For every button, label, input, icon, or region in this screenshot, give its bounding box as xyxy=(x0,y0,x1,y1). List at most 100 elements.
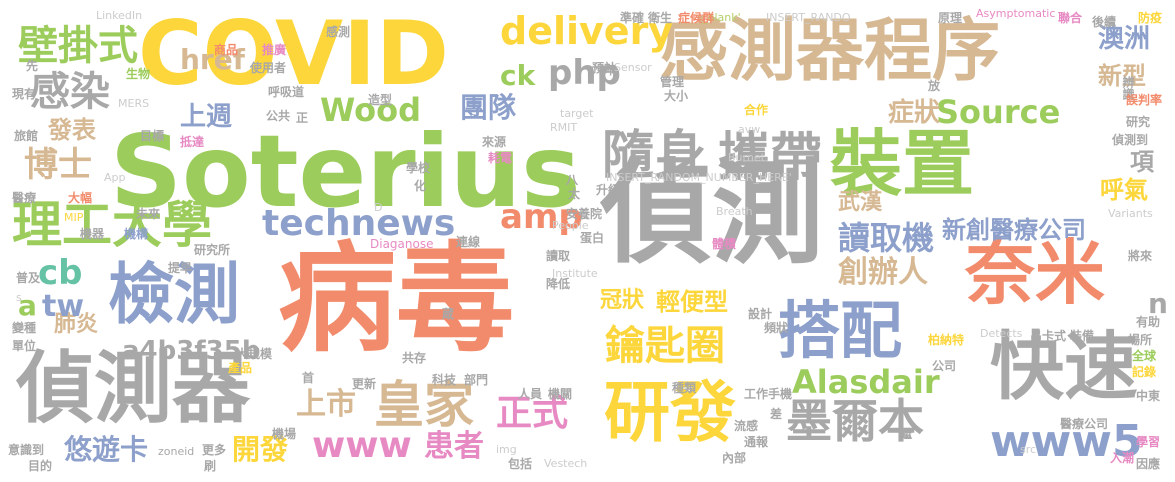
word-www5: www5 xyxy=(990,416,1143,467)
word-people: People xyxy=(552,219,589,232)
word-carry: 攜帶 xyxy=(718,128,823,188)
word-a: a xyxy=(18,289,37,322)
word-early: 提早 xyxy=(168,261,193,275)
word-team: 團隊 xyxy=(460,91,517,124)
word-official: 正式 xyxy=(496,393,569,434)
word-australia: 澳洲 xyxy=(1098,24,1151,54)
word-syndrome: 症候群 xyxy=(678,11,715,25)
word-frequency: 頻狀 xyxy=(764,321,789,335)
word-ji: 繼 xyxy=(900,427,913,441)
word-inflow: 入潮 xyxy=(1110,451,1135,465)
word-record: 記錄 xyxy=(1132,365,1157,379)
word-www: www xyxy=(312,425,412,466)
word-unit: 單位 xyxy=(12,339,37,353)
word-institution: 機構 xyxy=(124,227,149,241)
word-respiratory: 呼吸道 xyxy=(268,85,305,99)
word-amp: amp xyxy=(500,197,583,237)
word-href: href xyxy=(180,43,245,76)
word-launch: 上市 xyxy=(296,387,356,422)
word-personnel: 人員 xyxy=(518,387,543,401)
word-detect: 偵測 xyxy=(600,149,824,279)
word-technology: 科技 xyxy=(432,373,457,387)
word-cang: 蔵 xyxy=(442,307,455,321)
word-machine: 機器 xyxy=(80,227,105,241)
word-power-use: 耗電 xyxy=(488,151,513,165)
word-kind: 種類 xyxy=(672,381,697,395)
word-research-institute: 研究所 xyxy=(194,243,231,257)
word-hua: 化 xyxy=(414,179,427,193)
word-zheng: 正 xyxy=(296,111,309,125)
word-hygiene: 衛生 xyxy=(648,11,673,25)
word-d: D xyxy=(374,201,383,214)
word-united: 聯合 xyxy=(1058,11,1083,25)
word-tech-university: 理工大學 xyxy=(12,196,212,254)
word-n: n xyxy=(1148,287,1168,320)
word-popularize: 普及 xyxy=(16,271,41,285)
word-mers: MERS xyxy=(118,97,150,110)
word-ba: 八 xyxy=(566,173,579,187)
word-asymptomatic: Asymptomatic xyxy=(976,7,1056,20)
word-detects: Detects xyxy=(980,327,1023,340)
word-infection: 感染 xyxy=(30,69,110,115)
word-size: 大小 xyxy=(664,89,689,103)
word-difference: 差 xyxy=(770,407,783,421)
word-pair: 搭配 xyxy=(778,294,903,367)
word-s: s xyxy=(16,291,22,304)
word-school: 學校 xyxy=(406,161,431,175)
word-goal: 目標 xyxy=(140,129,165,143)
word-publish: 發表 xyxy=(48,116,96,144)
word-alasdair: Alasdair xyxy=(792,363,940,401)
word-keychain: 鑰匙圈 xyxy=(605,323,725,369)
word-ck: ck xyxy=(500,59,536,92)
word-light-type: 輕便型 xyxy=(656,288,728,316)
word-delivery: delivery xyxy=(500,9,674,53)
word-connect: 連線 xyxy=(456,235,481,249)
word-fast: 快速 xyxy=(990,324,1138,410)
word-department: 部門 xyxy=(464,373,489,387)
word-company: 公司 xyxy=(932,359,957,373)
word-research: 研究 xyxy=(1126,115,1151,129)
word-target: target xyxy=(560,107,594,120)
word-internal: 內部 xyxy=(722,451,747,465)
word-reader: 讀取機 xyxy=(838,219,935,257)
word-reduce: 降低 xyxy=(546,277,571,291)
word-head: 首 xyxy=(302,371,315,385)
word-year: 年 xyxy=(604,63,617,77)
word-virus: 病毒 xyxy=(278,230,515,368)
word-promote: 推廣 xyxy=(262,43,287,57)
word-biology: 生物 xyxy=(126,67,151,81)
word-middle-east: 中東 xyxy=(1136,389,1161,403)
word-device: 裝置 xyxy=(830,122,975,206)
word-source: Source xyxy=(936,93,1061,131)
word-future: 未來 xyxy=(136,207,161,221)
word-app: App xyxy=(104,171,126,184)
word-include: 包括 xyxy=(508,457,533,471)
word-dev: 開發 xyxy=(232,433,289,466)
word-greatly: 大幅 xyxy=(68,191,93,205)
word-helpful: 有助 xyxy=(1136,315,1161,329)
word-new-type: 新型 xyxy=(1098,62,1146,90)
word-arrive: 抵達 xyxy=(180,135,205,149)
word-patient: 患者 xyxy=(424,429,484,464)
word-medical: 醫療 xyxy=(12,191,37,205)
word-realize: 意識到 xyxy=(8,443,45,457)
word-startup-medical: 新創醫療公司 xyxy=(942,216,1086,244)
word-manage: 管理 xyxy=(660,75,685,89)
word-linkedin: LinkedIn xyxy=(96,9,143,22)
word-breath-en: Breath xyxy=(716,205,753,218)
word-hotel: 旅館 xyxy=(14,129,39,143)
word-existing: 現有 xyxy=(12,87,37,101)
word-institute: Institute xyxy=(552,267,598,280)
word-corona: 冠狀 xyxy=(600,288,645,313)
word-epidemic-prevention: 防疫 xyxy=(1138,11,1163,25)
word-wall-mounted: 壁掛式 xyxy=(18,23,138,69)
word-mutation: 變種 xyxy=(12,321,37,335)
word-public: 公共 xyxy=(266,109,291,123)
word-tai: 太 xyxy=(568,187,581,201)
word-img: img xyxy=(496,443,517,456)
word-detected: 偵測到 xyxy=(1112,133,1149,147)
word-first: 先 xyxy=(26,59,39,73)
word-nano: 奈米 xyxy=(965,232,1105,314)
word-burnet: Burnet xyxy=(728,151,765,164)
word-technews: technews xyxy=(262,203,456,244)
